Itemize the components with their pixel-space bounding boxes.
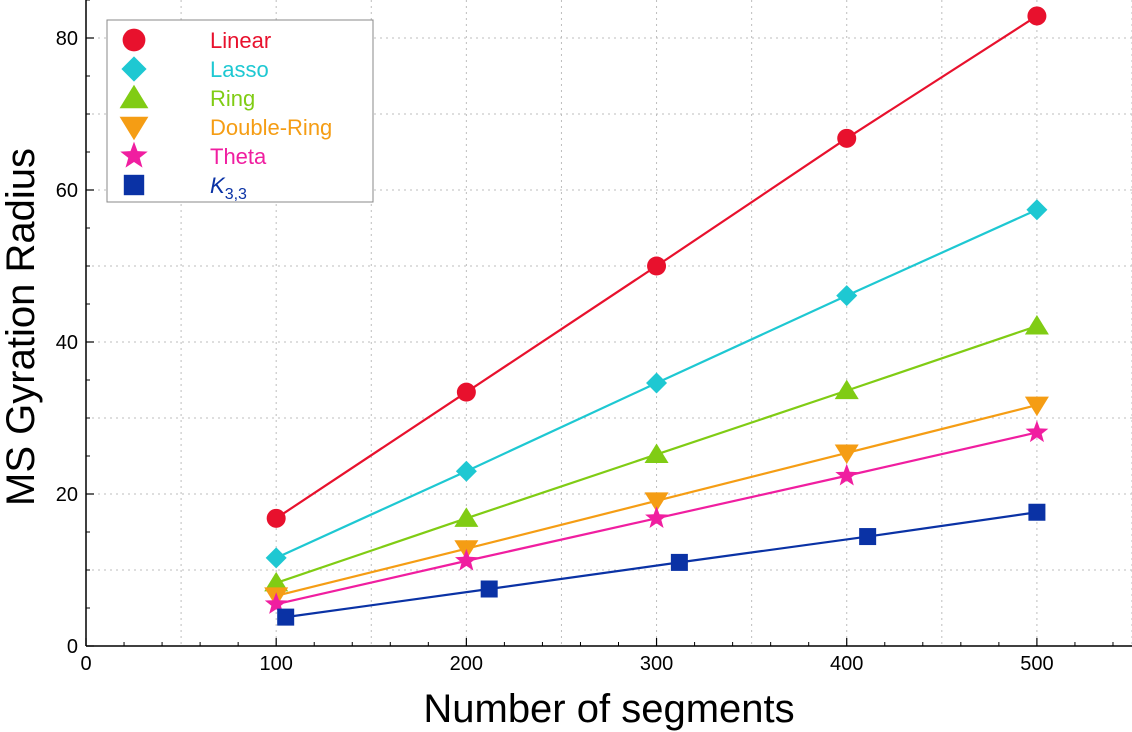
legend-entry: Linear bbox=[122, 28, 271, 53]
data-point bbox=[837, 128, 857, 148]
data-point bbox=[277, 608, 295, 626]
data-point bbox=[646, 372, 668, 394]
data-point bbox=[1028, 503, 1046, 521]
data-point bbox=[670, 553, 688, 571]
legend-entry: Ring bbox=[119, 84, 255, 111]
series-k3-3 bbox=[277, 503, 1046, 626]
data-point bbox=[264, 592, 288, 614]
y-tick-label: 20 bbox=[56, 484, 78, 506]
data-point bbox=[836, 285, 858, 307]
x-axis-title: Number of segments bbox=[423, 687, 794, 731]
data-point bbox=[644, 492, 669, 512]
data-point bbox=[644, 443, 669, 463]
x-tick-label: 400 bbox=[830, 653, 863, 675]
legend-marker bbox=[121, 56, 147, 82]
series-lasso bbox=[265, 199, 1048, 569]
legend-marker bbox=[119, 84, 149, 109]
data-point bbox=[834, 379, 859, 400]
data-point bbox=[1024, 315, 1049, 335]
x-tick-label: 200 bbox=[450, 653, 483, 675]
data-point bbox=[264, 571, 289, 592]
data-point bbox=[480, 580, 498, 598]
data-point bbox=[456, 382, 476, 402]
y-tick-label: 0 bbox=[67, 636, 78, 658]
legend-label: Linear bbox=[210, 28, 271, 53]
series-theta bbox=[264, 420, 1049, 614]
data-point bbox=[645, 506, 668, 528]
y-tick-label: 60 bbox=[56, 180, 78, 202]
series-group bbox=[264, 6, 1049, 626]
series-double-ring bbox=[264, 396, 1049, 607]
data-point bbox=[1024, 396, 1049, 417]
legend-label: Lasso bbox=[210, 57, 269, 82]
axes bbox=[85, 0, 1132, 647]
data-point bbox=[647, 256, 667, 276]
x-tick-label: 100 bbox=[259, 653, 292, 675]
data-point bbox=[455, 460, 477, 482]
x-tick-label: 300 bbox=[640, 653, 673, 675]
y-tick-label: 40 bbox=[56, 332, 78, 354]
data-point bbox=[1026, 199, 1048, 221]
legend-box bbox=[106, 19, 374, 203]
legend-marker bbox=[123, 174, 145, 196]
data-point bbox=[835, 463, 859, 486]
data-point bbox=[834, 444, 859, 464]
legend-label: Double-Ring bbox=[210, 115, 332, 140]
series-linear bbox=[266, 6, 1047, 528]
legend-marker bbox=[122, 28, 146, 52]
series-ring bbox=[264, 315, 1049, 592]
legend-marker bbox=[119, 116, 149, 141]
legend: Linear Lasso Ring Double-Ring Theta K3,3 bbox=[106, 19, 374, 203]
legend-entry: Lasso bbox=[121, 56, 269, 82]
legend-label: Ring bbox=[210, 86, 255, 111]
x-tick-label: 500 bbox=[1020, 653, 1053, 675]
data-point bbox=[859, 528, 877, 546]
legend-entry: K3,3 bbox=[123, 173, 247, 203]
data-point bbox=[1027, 6, 1047, 26]
legend-label: K3,3 bbox=[210, 173, 247, 203]
data-point bbox=[454, 507, 479, 527]
y-tick-label: 80 bbox=[56, 28, 78, 50]
data-point bbox=[455, 548, 478, 571]
legend-label: Theta bbox=[210, 144, 267, 169]
legend-entry: Theta bbox=[120, 141, 267, 169]
y-axis-title: MS Gyration Radius bbox=[0, 148, 43, 506]
legend-entry: Double-Ring bbox=[119, 115, 332, 141]
x-tick-label: 0 bbox=[80, 653, 91, 675]
legend-marker bbox=[120, 141, 148, 168]
data-point bbox=[266, 508, 286, 528]
data-point bbox=[265, 547, 287, 569]
data-point bbox=[1025, 420, 1049, 443]
axis-ticks: 0 100 200 300 400 500 0 20 40 60 80 bbox=[56, 0, 1114, 675]
